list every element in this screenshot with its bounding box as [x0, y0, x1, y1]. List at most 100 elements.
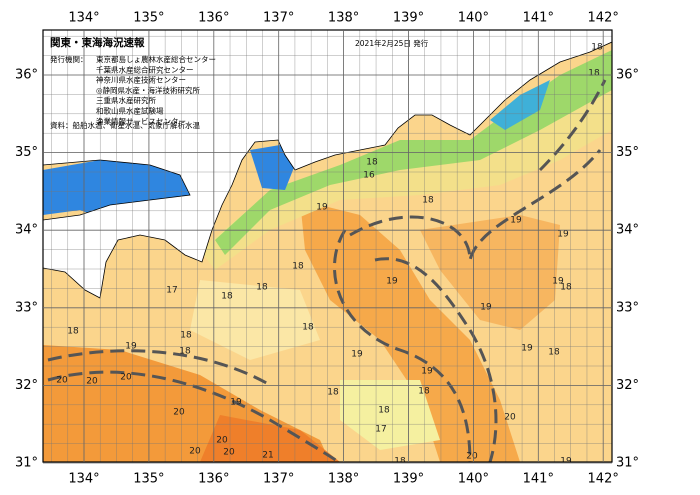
contour-label: 19 — [386, 277, 398, 287]
contour-label: 19 — [510, 216, 522, 226]
lat-label: 31° — [616, 456, 639, 471]
contour-label: 19 — [521, 344, 533, 354]
contour-label: 18 — [422, 196, 434, 206]
axis-labels: 134° 134° 135° 135° 136° 136° 137° 137° 138° 138°… — [15, 11, 639, 487]
contour-label: 18 — [588, 69, 600, 79]
issuer: 千葉県水産総合研究センター — [96, 64, 194, 74]
current-line — [47, 349, 271, 387]
contour-label: 17 — [375, 425, 386, 435]
lon-label: 140° — [458, 472, 489, 487]
contour-label: 18 — [560, 283, 572, 293]
issuer: 三重県水産研究所 — [96, 95, 156, 105]
contour-label: 20 — [216, 436, 228, 446]
contour-label: 18 — [221, 292, 233, 302]
lat-label: 32° — [15, 378, 38, 393]
issuer: 東京都島しょ農林水産総合センター — [96, 54, 216, 64]
contour-label: 20 — [173, 408, 185, 418]
lon-label: 141° — [523, 472, 554, 487]
contour-label: 19 — [351, 350, 363, 360]
contour-label: 18 — [394, 457, 406, 467]
contour-label: 20 — [223, 448, 235, 458]
lon-label: 139° — [393, 11, 424, 26]
lat-label: 33° — [616, 300, 639, 315]
lat-label: 36° — [616, 68, 639, 83]
lon-label: 136° — [198, 11, 229, 26]
lon-label: 135° — [133, 11, 164, 26]
lon-label: 134° — [68, 472, 99, 487]
lon-label: 138° — [328, 472, 359, 487]
cool-zone — [190, 280, 320, 360]
lat-label: 31° — [15, 456, 38, 471]
contour-label: 19 — [316, 203, 328, 213]
contour-label: 19 — [125, 342, 137, 352]
contour-label: 19 — [557, 230, 569, 240]
lon-label: 137° — [263, 472, 294, 487]
bay — [250, 145, 295, 190]
contour-label: 19 — [560, 457, 572, 467]
lat-label: 35° — [15, 145, 38, 160]
contour-label: 18 — [67, 327, 79, 337]
lon-label: 141° — [523, 11, 554, 26]
current-axis — [47, 79, 607, 462]
land — [43, 30, 612, 299]
lat-label: 36° — [15, 68, 38, 83]
lon-label: 135° — [133, 472, 164, 487]
lon-label: 140° — [458, 11, 489, 26]
contour-label: 19 — [552, 277, 564, 287]
contour-label: 18 — [327, 388, 339, 398]
issue-date: 2021年2月25日 発行 — [355, 38, 429, 48]
contour-label: 19 — [421, 367, 433, 377]
contour-label: 18 — [548, 348, 560, 358]
contour-label: 20 — [120, 373, 132, 383]
contour-label: 20 — [466, 452, 478, 462]
warm-zone — [420, 215, 560, 330]
contour-label: 18 — [366, 158, 378, 168]
map-frame — [42, 29, 613, 463]
warm-zone — [300, 200, 520, 462]
issuer: ◎静岡県水産・海洋技術研究所 — [96, 85, 201, 95]
lon-label: 134° — [68, 11, 99, 26]
current-line — [47, 370, 342, 462]
cool-zone — [340, 380, 440, 450]
contour-label: 21 — [262, 451, 273, 461]
contour-label: 20 — [189, 447, 201, 457]
lon-label: 138° — [328, 11, 359, 26]
contour-label: 18 — [292, 262, 304, 272]
contour-label: 18 — [179, 347, 191, 357]
contour-label: 18 — [256, 283, 268, 293]
title: 関東・東海海況速報 — [50, 36, 145, 49]
bay — [490, 80, 550, 130]
current-line — [349, 149, 602, 261]
lon-label: 136° — [198, 472, 229, 487]
contour-label: 18 — [302, 323, 314, 333]
lat-label: 33° — [15, 300, 38, 315]
lat-label: 34° — [616, 223, 639, 238]
data-source: 資料：船舶水温、衛星水温、気象庁解析水温 — [50, 120, 200, 130]
issuer: 神奈川県水産技術センター — [96, 75, 186, 85]
contour-label: 18 — [180, 331, 192, 341]
lon-label: 142° — [588, 11, 619, 26]
current-line — [538, 79, 607, 172]
lon-label: 142° — [588, 472, 619, 487]
lon-label: 137° — [263, 11, 294, 26]
contour-label: 17 — [166, 286, 177, 296]
lat-label: 34° — [15, 223, 38, 238]
lat-label: 35° — [616, 145, 639, 160]
contour-label: 16 — [363, 171, 375, 181]
warm-zone — [200, 415, 340, 462]
contour-label: 20 — [56, 376, 68, 386]
issuer: 和歌山県水産試験場 — [96, 106, 164, 116]
contour-label: 18 — [378, 406, 390, 416]
contour-label: 20 — [504, 413, 516, 423]
issuer-label: 発行機関： — [50, 54, 88, 64]
contour-label: 18 — [591, 43, 603, 53]
lat-label: 32° — [616, 378, 639, 393]
contour-label: 20 — [86, 377, 98, 387]
current-line — [332, 229, 472, 462]
issuer: 漁業情報サービスセンター — [96, 116, 186, 126]
contour-label: 18 — [418, 387, 430, 397]
lon-label: 139° — [393, 472, 424, 487]
contour-label: 19 — [230, 398, 242, 408]
